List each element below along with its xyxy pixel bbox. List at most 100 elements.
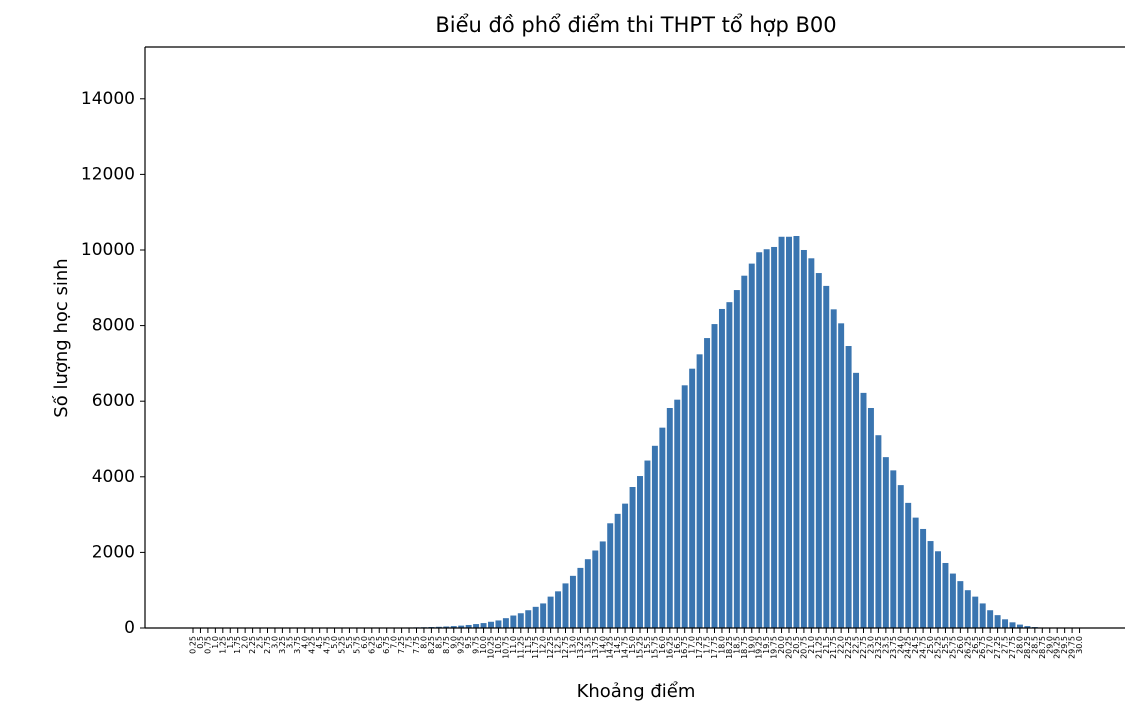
bar	[689, 368, 696, 628]
x-tick-label: 25.25	[934, 636, 943, 659]
x-tick-label: 8.75	[442, 636, 451, 654]
x-tick-label: 29.0	[1045, 636, 1054, 654]
x-tick-label: 27.75	[1008, 636, 1017, 659]
bar	[733, 290, 740, 628]
x-tick-label: 4.5	[315, 636, 324, 649]
x-tick-label: 9.5	[464, 636, 473, 649]
bar	[927, 541, 934, 628]
x-tick-label: 13.0	[568, 636, 577, 654]
x-tick-label: 19.5	[762, 636, 771, 654]
bar	[957, 581, 964, 628]
bar	[659, 427, 666, 628]
y-tick-label: 14000	[81, 89, 135, 109]
x-tick-label: 2.0	[241, 636, 250, 649]
x-tick-label: 20.25	[785, 636, 794, 659]
x-tick-label: 16.0	[658, 636, 667, 654]
x-tick-label: 19.25	[755, 636, 764, 659]
x-tick-label: 23.75	[889, 636, 898, 659]
x-tick-label: 7.5	[405, 636, 414, 649]
x-tick-label: 7.25	[397, 636, 406, 654]
x-tick-label: 27.25	[993, 636, 1002, 659]
x-tick-label: 5.25	[338, 636, 347, 654]
x-tick-label: 26.25	[963, 636, 972, 659]
x-tick-label: 25.5	[941, 636, 950, 654]
bar	[905, 502, 912, 628]
y-axis-label: Số lượng học sinh	[51, 258, 72, 417]
x-tick-label: 20.75	[799, 636, 808, 659]
bar	[592, 550, 599, 628]
bar	[793, 236, 800, 628]
x-tick-label: 2.75	[263, 636, 272, 654]
x-tick-label: 26.75	[978, 636, 987, 659]
bar	[510, 615, 517, 628]
bar	[711, 324, 718, 628]
x-tick-label: 0.75	[203, 636, 212, 654]
bar	[726, 302, 733, 628]
bar	[748, 263, 755, 628]
bar	[584, 559, 591, 628]
x-tick-label: 12.25	[546, 636, 555, 659]
bar	[987, 610, 994, 628]
x-tick-label: 27.0	[986, 636, 995, 654]
bar	[547, 596, 554, 628]
bar	[450, 626, 457, 628]
bar	[1024, 626, 1031, 628]
x-tick-label: 17.75	[710, 636, 719, 659]
x-tick-label: 6.0	[360, 636, 369, 649]
x-tick-label: 0.25	[189, 636, 198, 654]
x-tick-label: 27.5	[1001, 636, 1010, 654]
bar	[882, 457, 889, 628]
x-tick-label: 1.5	[226, 636, 235, 649]
x-tick-label: 18.0	[717, 636, 726, 654]
x-tick-label: 26.0	[956, 636, 965, 654]
bar	[778, 236, 785, 629]
bar	[949, 573, 956, 628]
x-tick-label: 30.0	[1075, 636, 1084, 654]
x-tick-label: 17.25	[695, 636, 704, 659]
x-tick-label: 13.5	[583, 636, 592, 654]
x-tick-label: 14.25	[606, 636, 615, 659]
x-tick-label: 17.5	[703, 636, 712, 654]
x-tick-label: 18.25	[725, 636, 734, 659]
chart-title: Biểu đồ phổ điểm thi THPT tổ hợp B00	[435, 13, 836, 37]
bar	[525, 610, 532, 628]
x-tick-label: 29.25	[1053, 636, 1062, 659]
bar	[823, 285, 830, 628]
x-tick-label: 11.75	[531, 636, 540, 659]
x-tick-label: 25.75	[948, 636, 957, 659]
bar	[562, 583, 569, 628]
x-tick-label: 20.0	[777, 636, 786, 654]
x-tick-label: 3.25	[278, 636, 287, 654]
y-tick-label: 6000	[92, 391, 135, 411]
x-tick-label: 9.25	[457, 636, 466, 654]
bar	[890, 470, 897, 628]
x-tick-label: 24.0	[896, 636, 905, 654]
bar	[629, 487, 636, 628]
x-tick-label: 10.25	[487, 636, 496, 659]
bar	[860, 392, 867, 628]
y-tick-label: 8000	[92, 316, 135, 336]
x-tick-label: 6.25	[367, 636, 376, 654]
bar	[741, 275, 748, 628]
x-tick-label: 12.75	[561, 636, 570, 659]
x-tick-label: 9.75	[472, 636, 481, 654]
y-tick-label: 4000	[92, 467, 135, 487]
x-tick-label: 12.5	[554, 636, 563, 654]
x-tick-label: 26.5	[971, 636, 980, 654]
bar	[681, 385, 688, 628]
bar	[1009, 622, 1016, 628]
bar	[718, 308, 725, 628]
bar	[488, 621, 494, 628]
x-tick-label: 15.0	[628, 636, 637, 654]
bar	[756, 252, 763, 628]
x-tick-label: 4.75	[323, 636, 332, 654]
x-axis-label: Khoảng điểm	[577, 681, 696, 702]
x-tick-label: 1.25	[218, 636, 227, 654]
bar	[465, 624, 472, 628]
x-tick-label: 22.25	[844, 636, 853, 659]
x-tick-label: 24.75	[919, 636, 928, 659]
x-tick-label: 8.0	[419, 636, 428, 649]
x-tick-label: 22.75	[859, 636, 868, 659]
bar	[845, 346, 852, 628]
bar	[458, 625, 465, 628]
